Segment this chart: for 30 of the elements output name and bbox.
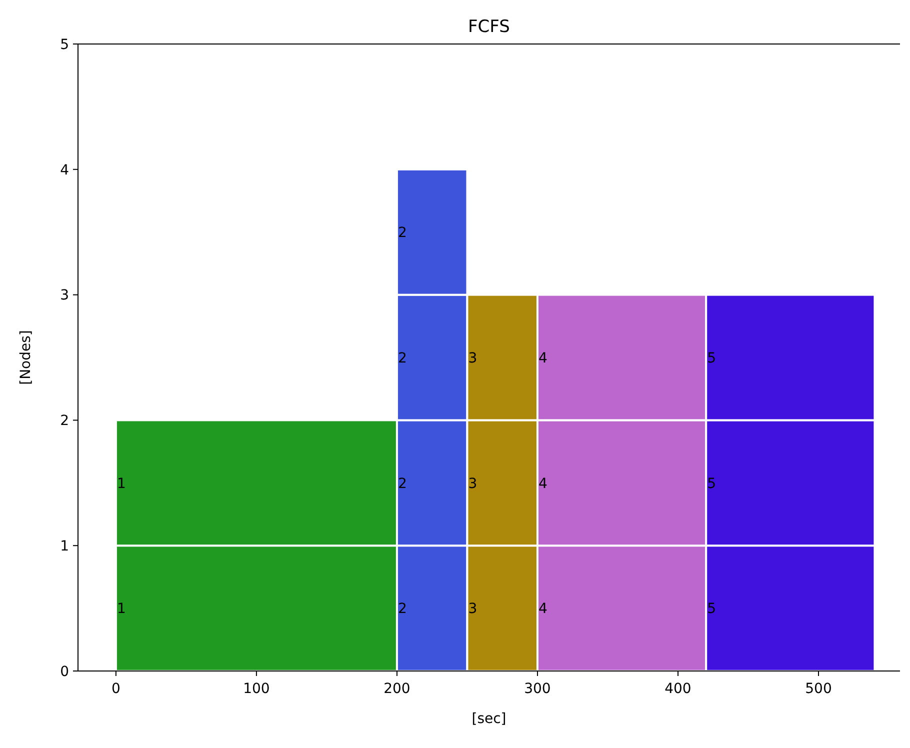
y-tick-label: 2	[60, 413, 69, 430]
y-tick-label: 3	[60, 288, 69, 304]
y-tick-label: 1	[60, 538, 69, 554]
series-label: 4	[538, 601, 548, 618]
x-tick-label: 0	[111, 681, 120, 697]
series-label: 3	[468, 601, 478, 618]
x-tick-label: 500	[805, 681, 832, 697]
y-axis-title: [Nodes]	[18, 330, 34, 385]
text: 1	[116, 476, 126, 492]
series-label: 5	[707, 601, 716, 618]
x-tick-label: 300	[524, 681, 551, 697]
chart-title: FCFS	[468, 17, 510, 37]
x-axis-title: [sec]	[472, 711, 506, 727]
y-tick-label: 0	[60, 664, 69, 680]
text: 2	[398, 350, 407, 366]
text: 2	[398, 225, 407, 241]
text: 5	[707, 476, 716, 492]
text: 4	[538, 350, 548, 366]
text: 3	[468, 476, 478, 492]
series-label: 1	[116, 601, 126, 618]
x-tick-label: 200	[384, 681, 410, 697]
series-label: 2	[398, 601, 407, 618]
y-tick-label: 4	[60, 162, 70, 178]
text: 4	[538, 476, 548, 492]
text: 5	[707, 350, 716, 366]
text: 2	[398, 476, 407, 492]
y-tick-label: 5	[60, 36, 69, 53]
x-tick-label: 100	[243, 681, 270, 697]
text: 3	[468, 350, 478, 366]
x-tick-label: 400	[664, 681, 692, 697]
